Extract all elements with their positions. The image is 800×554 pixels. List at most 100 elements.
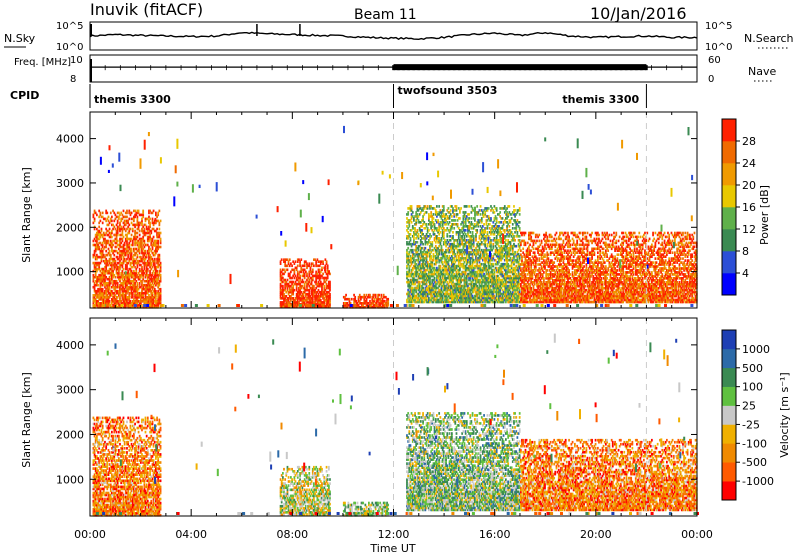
heatmap-cell	[111, 265, 113, 269]
heatmap-cell	[143, 229, 146, 233]
heatmap-cell	[142, 229, 145, 233]
heatmap-cell	[96, 253, 98, 257]
heatmap-cell	[94, 263, 97, 267]
heatmap-cell	[122, 251, 125, 255]
heatmap-cell	[127, 298, 130, 301]
heatmap-cell	[97, 261, 99, 265]
heatmap-cell	[108, 221, 111, 225]
heatmap-cell	[128, 245, 131, 249]
heatmap-cell	[112, 281, 114, 285]
heatmap-cell	[93, 306, 96, 309]
heatmap-cell	[134, 213, 136, 217]
heatmap-cell	[126, 273, 128, 277]
heatmap-cell	[105, 283, 108, 287]
heatmap-cell	[136, 302, 139, 305]
heatmap-cell	[115, 271, 118, 275]
heatmap-cell	[130, 257, 133, 261]
heatmap-cell	[151, 259, 154, 263]
heatmap-cell	[151, 219, 154, 223]
heatmap-cell	[149, 302, 151, 305]
heatmap-cell	[134, 291, 136, 295]
heatmap-cell	[130, 253, 133, 257]
heatmap-cell	[127, 302, 130, 305]
heatmap-cell	[122, 259, 125, 263]
freq-series	[89, 59, 697, 82]
heatmap-cell	[105, 306, 108, 309]
heatmap-cell	[293, 288, 296, 292]
heatmap-cell	[131, 243, 134, 247]
heatmap-cell	[133, 253, 135, 257]
heatmap-cell	[107, 296, 110, 299]
heatmap-cell	[118, 269, 120, 273]
heatmap-cell	[112, 273, 114, 277]
heatmap-cell	[280, 258, 283, 261]
heatmap-cell	[106, 304, 109, 307]
heatmap-cell	[144, 223, 147, 227]
heatmap-cell	[96, 294, 98, 297]
heatmap-cell	[127, 277, 130, 281]
heatmap-cell	[120, 219, 123, 223]
heatmap-cell	[122, 245, 125, 249]
heatmap-cell	[155, 289, 157, 293]
heatmap-cell	[98, 302, 101, 305]
heatmap-cell	[135, 235, 138, 239]
heatmap-cell	[108, 267, 111, 271]
heatmap-cell	[111, 247, 113, 251]
heatmap-cell	[108, 249, 111, 253]
heatmap-cell	[97, 306, 99, 309]
heatmap-cell	[109, 255, 112, 259]
heatmap-cell	[142, 251, 145, 255]
heatmap-cell	[106, 300, 109, 303]
heatmap-cell	[152, 285, 155, 289]
heatmap-cell	[105, 243, 108, 247]
heatmap-cell	[155, 229, 157, 233]
heatmap-cell	[99, 291, 102, 295]
heatmap-cell	[141, 247, 143, 251]
heatmap-cell	[127, 296, 130, 299]
heatmap-cell	[152, 243, 155, 247]
heatmap-cell	[101, 267, 104, 271]
heatmap-cell	[105, 302, 108, 305]
heatmap-cell	[159, 239, 162, 243]
heatmap-cell	[92, 300, 95, 303]
heatmap-cell	[488, 223, 491, 226]
heatmap-cell	[121, 283, 124, 287]
heatmap-cell	[97, 231, 99, 235]
heatmap-cell	[159, 237, 162, 241]
heatmap-cell	[350, 297, 353, 301]
heatmap-cell	[159, 279, 162, 283]
heatmap-cell	[157, 263, 160, 267]
nave-dense-band	[393, 64, 647, 71]
heatmap-cell	[122, 294, 125, 297]
heatmap-cell	[374, 293, 377, 297]
heatmap-cell	[128, 217, 131, 221]
heatmap-cell	[430, 211, 433, 214]
heatmap-cell	[131, 296, 134, 299]
heatmap-cell	[152, 306, 155, 309]
heatmap-cell	[113, 259, 116, 263]
heatmap-cell	[150, 239, 153, 243]
heatmap-cell	[97, 277, 99, 281]
nsky-series	[89, 24, 698, 41]
heatmap-cell	[146, 306, 149, 309]
heatmap-cell	[94, 275, 97, 279]
heatmap-cell	[101, 269, 104, 273]
heatmap-cell	[133, 285, 135, 289]
heatmap-cell	[124, 265, 127, 269]
heatmap-cell	[119, 221, 121, 225]
heatmap-cell	[123, 215, 126, 219]
heatmap-cell	[135, 251, 138, 255]
heatmap-cell	[92, 285, 95, 289]
heatmap-cell	[133, 235, 135, 239]
heatmap-cell	[121, 231, 124, 235]
heatmap-cell	[119, 245, 121, 249]
heatmap-cell	[97, 294, 99, 297]
heatmap-cell	[111, 269, 113, 273]
heatmap-cell	[92, 215, 95, 219]
heatmap-cell	[111, 291, 113, 295]
heatmap-cell	[97, 245, 99, 249]
heatmap-cell	[464, 211, 467, 214]
heatmap-cell	[152, 275, 155, 279]
heatmap-cell	[134, 294, 136, 297]
heatmap-cell	[129, 281, 132, 285]
